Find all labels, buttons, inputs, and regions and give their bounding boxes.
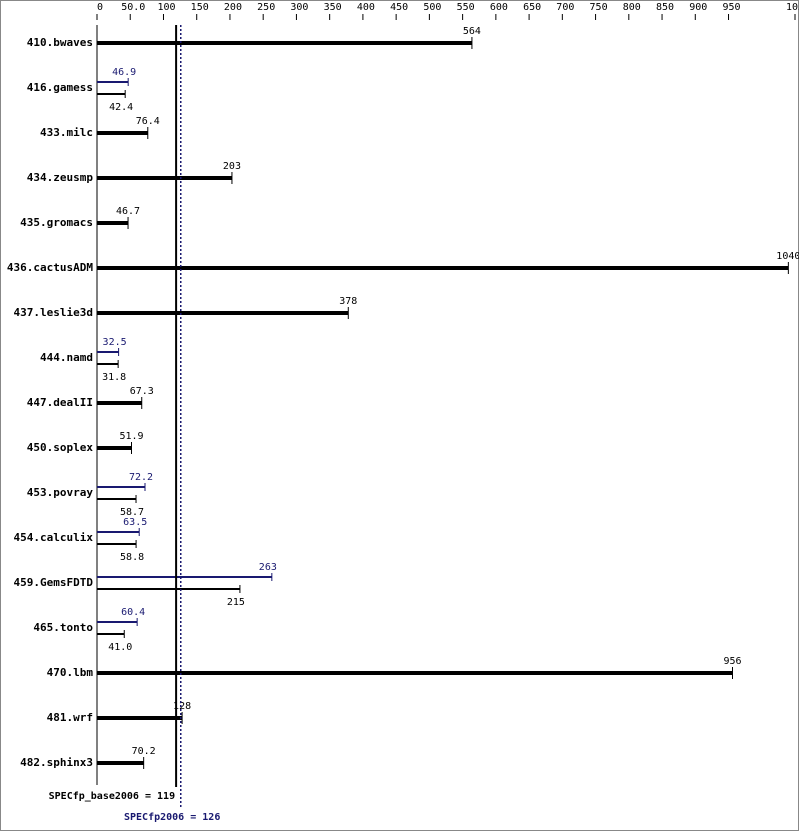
x-tick-label: 300 bbox=[290, 2, 308, 13]
base-bar bbox=[97, 588, 240, 590]
category-label: 436.cactusADM bbox=[7, 261, 93, 274]
category-label: 435.gromacs bbox=[20, 216, 93, 229]
category-label: 437.leslie3d bbox=[14, 306, 93, 319]
x-tick-label: 450 bbox=[390, 2, 408, 13]
value-label: 51.9 bbox=[119, 431, 143, 442]
value-label: 564 bbox=[463, 26, 481, 37]
base-value-label: 58.8 bbox=[120, 552, 144, 563]
value-label: 956 bbox=[723, 656, 741, 667]
category-label: 444.namd bbox=[40, 351, 93, 364]
x-tick-label: 500 bbox=[423, 2, 441, 13]
x-tick-label: 400 bbox=[357, 2, 375, 13]
x-tick-label: 750 bbox=[590, 2, 608, 13]
x-tick-label: 600 bbox=[490, 2, 508, 13]
summary-value: 126 bbox=[202, 812, 220, 823]
bar bbox=[97, 311, 349, 315]
peak-bar bbox=[97, 621, 138, 623]
summary-name: SPECfp_base2006 = bbox=[49, 791, 151, 802]
category-label: 447.dealII bbox=[27, 396, 93, 409]
x-tick-label: 100 bbox=[157, 2, 175, 13]
base-bar bbox=[97, 498, 137, 500]
peak-value-label: 60.4 bbox=[121, 607, 145, 618]
bar bbox=[97, 131, 148, 135]
category-label: 434.zeusmp bbox=[27, 171, 94, 184]
bar bbox=[97, 221, 129, 225]
category-label: 454.calculix bbox=[14, 531, 94, 544]
bar bbox=[97, 401, 142, 405]
summary-label: SPECfp2006 = 126 bbox=[124, 812, 220, 823]
peak-bar bbox=[97, 531, 140, 533]
x-tick-label: 650 bbox=[523, 2, 541, 13]
value-label: 70.2 bbox=[132, 746, 156, 757]
peak-value-label: 263 bbox=[259, 562, 277, 573]
x-tick-label: 700 bbox=[556, 2, 574, 13]
peak-bar bbox=[97, 576, 272, 578]
peak-value-label: 46.9 bbox=[112, 67, 136, 78]
summary-name: SPECfp2006 = bbox=[124, 812, 196, 823]
category-label: 459.GemsFDTD bbox=[14, 576, 94, 589]
base-value-label: 41.0 bbox=[108, 642, 132, 653]
bar bbox=[97, 41, 472, 45]
peak-value-label: 63.5 bbox=[123, 517, 147, 528]
category-label: 470.lbm bbox=[47, 666, 94, 679]
base-bar bbox=[97, 93, 126, 95]
x-tick-label: 50.0 bbox=[121, 2, 145, 13]
base-bar bbox=[97, 543, 137, 545]
x-tick-label: 200 bbox=[224, 2, 242, 13]
peak-value-label: 72.2 bbox=[129, 472, 153, 483]
x-tick-label: 350 bbox=[324, 2, 342, 13]
summary-value: 119 bbox=[157, 791, 175, 802]
value-label: 67.3 bbox=[130, 386, 154, 397]
category-label: 416.gamess bbox=[27, 81, 93, 94]
bar bbox=[97, 671, 733, 675]
category-label: 450.soplex bbox=[27, 441, 94, 454]
x-tick-label: 850 bbox=[656, 2, 674, 13]
bar bbox=[97, 266, 789, 270]
summary-label: SPECfp_base2006 = 119 bbox=[49, 791, 175, 802]
x-tick-label: 950 bbox=[722, 2, 740, 13]
value-label: 76.4 bbox=[136, 116, 160, 127]
category-label: 482.sphinx3 bbox=[20, 756, 93, 769]
bar bbox=[97, 716, 183, 720]
category-label: 410.bwaves bbox=[27, 36, 93, 49]
value-label: 378 bbox=[339, 296, 357, 307]
x-tick-label: 800 bbox=[623, 2, 641, 13]
peak-value-label: 32.5 bbox=[103, 337, 127, 348]
base-value-label: 42.4 bbox=[109, 102, 133, 113]
x-tick-label: 250 bbox=[257, 2, 275, 13]
x-tick-label: 900 bbox=[689, 2, 707, 13]
bar bbox=[97, 446, 132, 450]
value-label: 46.7 bbox=[116, 206, 140, 217]
category-label: 453.povray bbox=[27, 486, 94, 499]
x-tick-label: 150 bbox=[191, 2, 209, 13]
value-label: 1040 bbox=[776, 251, 799, 262]
x-tick-label: 0 bbox=[97, 2, 103, 13]
peak-bar bbox=[97, 486, 145, 488]
base-value-label: 58.7 bbox=[120, 507, 144, 518]
category-label: 481.wrf bbox=[47, 711, 93, 724]
value-label: 128 bbox=[173, 701, 191, 712]
base-value-label: 31.8 bbox=[102, 372, 126, 383]
bar bbox=[97, 761, 144, 765]
category-label: 465.tonto bbox=[33, 621, 93, 634]
bar bbox=[97, 176, 232, 180]
base-bar bbox=[97, 633, 125, 635]
peak-bar bbox=[97, 81, 129, 83]
peak-bar bbox=[97, 351, 119, 353]
value-label: 203 bbox=[223, 161, 241, 172]
x-tick-label: 550 bbox=[457, 2, 475, 13]
category-label: 433.milc bbox=[40, 126, 93, 139]
base-value-label: 215 bbox=[227, 597, 245, 608]
base-bar bbox=[97, 363, 119, 365]
x-tick-label: 1050 bbox=[786, 2, 799, 13]
